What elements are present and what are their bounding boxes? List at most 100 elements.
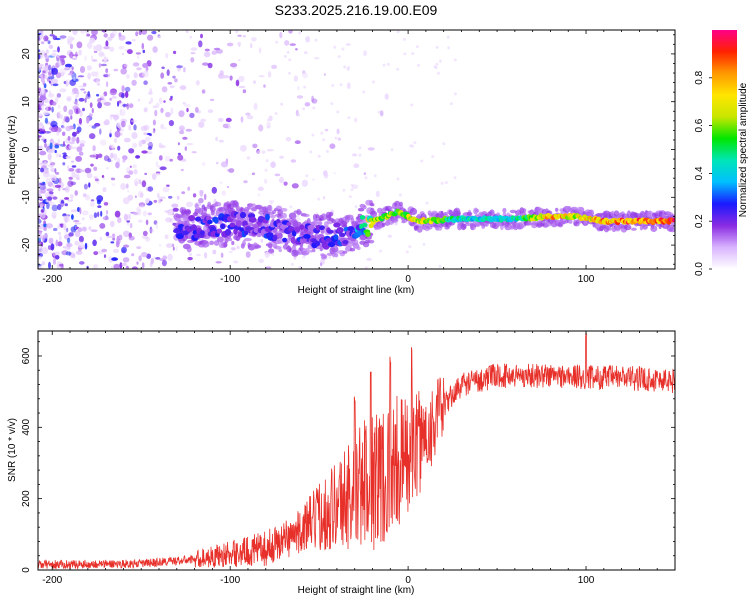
- spectrogram-y-label: Frequency (Hz): [7, 116, 18, 185]
- ridge-halo: [610, 210, 615, 217]
- noise-blob: [137, 208, 142, 216]
- noise-blob: [105, 40, 109, 48]
- ridge-halo: [588, 209, 595, 217]
- noise-blob: [174, 78, 178, 83]
- ridge-core: [327, 229, 334, 234]
- noise-blob: [283, 54, 287, 58]
- ridge-core: [216, 228, 223, 234]
- noise-blob: [50, 243, 55, 251]
- noise-blob: [320, 131, 324, 135]
- noise-blob: [410, 103, 414, 107]
- noise-blob: [295, 48, 298, 51]
- ridge-halo: [309, 249, 313, 253]
- ridge-halo: [243, 237, 252, 242]
- ridge-halo: [639, 225, 644, 231]
- colorbar-label: Normalized spectral amplitude: [738, 82, 749, 217]
- noise-blob: [99, 223, 106, 229]
- ridge-halo: [399, 201, 403, 207]
- noise-blob: [48, 80, 51, 84]
- noise-blob: [125, 265, 130, 269]
- ridge-core: [339, 232, 346, 237]
- snr-x-ticks: -200 -100 0 100: [42, 331, 676, 586]
- noise-blob: [379, 110, 384, 117]
- noise-blob: [274, 173, 281, 177]
- noise-blob: [74, 190, 78, 196]
- noise-blob: [144, 172, 148, 176]
- noise-blob: [168, 195, 173, 199]
- noise-blob: [102, 187, 107, 193]
- noise-blob: [172, 207, 179, 212]
- noise-blob: [109, 220, 115, 228]
- noise-blob: [126, 102, 130, 110]
- ridge-halo: [322, 254, 328, 259]
- noise-blob: [46, 188, 54, 192]
- noise-blob: [147, 142, 153, 146]
- noise-blob: [48, 90, 52, 96]
- noise-blob: [84, 242, 88, 250]
- noise-blob: [43, 233, 48, 239]
- noise-blob: [402, 37, 406, 41]
- noise-blob: [314, 38, 318, 42]
- ridge-halo: [502, 207, 507, 213]
- noise-blob: [354, 205, 358, 209]
- noise-blob: [187, 186, 190, 191]
- noise-blob: [302, 72, 308, 79]
- noise-blob: [339, 83, 343, 87]
- snr-panel: -200 -100 0 100 0 200 400 600 Height of straig…: [7, 330, 676, 596]
- colorbar: 0.0 0.2 0.4 0.6 0.8 Normalized spectral ampl…: [694, 30, 749, 276]
- noise-blob: [353, 163, 360, 168]
- noise-blob: [96, 195, 104, 203]
- noise-blob: [221, 74, 226, 80]
- noise-blob: [142, 70, 149, 78]
- colorbar-tick-label: 0.8: [694, 70, 705, 84]
- noise-blob: [398, 193, 402, 197]
- noise-blob: [323, 170, 328, 177]
- noise-blob: [177, 154, 184, 161]
- noise-blob: [85, 194, 91, 201]
- noise-blob: [234, 261, 238, 264]
- noise-blob: [160, 107, 164, 113]
- ridge-halo: [626, 210, 631, 218]
- noise-blob: [184, 146, 187, 151]
- ridge-halo: [216, 236, 224, 243]
- noise-blob: [117, 145, 121, 151]
- noise-blob: [109, 129, 112, 135]
- noise-blob: [216, 49, 223, 54]
- noise-blob: [152, 119, 156, 126]
- noise-blob: [230, 62, 238, 68]
- noise-blob: [343, 65, 347, 69]
- noise-blob: [97, 205, 102, 209]
- noise-blob: [83, 183, 88, 190]
- noise-blob: [43, 54, 50, 59]
- noise-blob: [337, 137, 342, 141]
- noise-blob: [38, 264, 42, 267]
- noise-blob: [76, 91, 80, 96]
- ridge-halo: [209, 240, 215, 246]
- noise-blob: [64, 229, 67, 235]
- noise-blob: [55, 251, 60, 256]
- noise-blob: [123, 213, 129, 221]
- noise-blob: [245, 251, 251, 258]
- noise-blob: [446, 35, 450, 39]
- noise-blob: [47, 196, 53, 201]
- noise-blob: [40, 167, 44, 173]
- noise-blob: [50, 165, 54, 173]
- noise-blob: [141, 180, 147, 188]
- noise-blob: [143, 107, 148, 113]
- ridge-halo: [353, 239, 359, 245]
- noise-blob: [85, 30, 90, 34]
- noise-blob: [288, 30, 293, 34]
- noise-blob: [56, 131, 60, 136]
- noise-blob: [142, 210, 147, 217]
- snr-x-tick-label: -200: [42, 575, 62, 586]
- noise-blob: [122, 159, 126, 163]
- noise-blob: [67, 237, 71, 244]
- noise-blob: [275, 40, 279, 44]
- noise-blob: [167, 82, 173, 85]
- noise-blob: [141, 42, 145, 50]
- noise-blob: [59, 114, 63, 119]
- noise-blob: [78, 117, 82, 125]
- ridge-halo: [516, 209, 520, 216]
- noise-blob: [264, 168, 268, 172]
- noise-blob: [265, 266, 272, 269]
